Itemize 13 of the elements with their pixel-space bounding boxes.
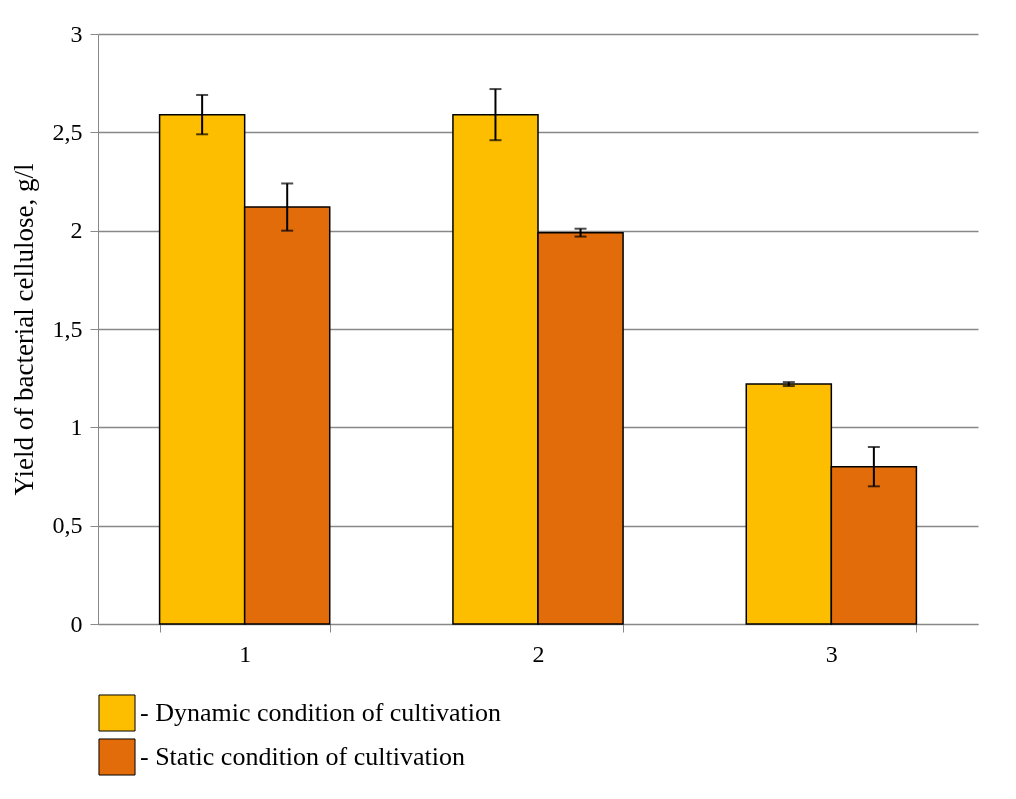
y-tick-label: 1,5 (52, 315, 83, 342)
x-tick-label: 1 (239, 640, 252, 667)
y-axis-title: Yield of bacterial cellulose, g/l (8, 163, 39, 496)
legend-label: - Static condition of cultivation (140, 742, 465, 771)
x-tick-label: 2 (532, 640, 545, 667)
x-tick-label: 3 (825, 640, 838, 667)
y-tick-label: 1 (70, 413, 83, 440)
y-tick-label: 3 (70, 20, 83, 47)
y-tick-label: 2,5 (52, 118, 83, 145)
legend-label: - Dynamic condition of cultivation (140, 698, 502, 727)
y-tick-label: 0 (70, 610, 83, 637)
y-tick-label: 0,5 (52, 512, 83, 539)
y-tick-label: 2 (70, 217, 83, 244)
